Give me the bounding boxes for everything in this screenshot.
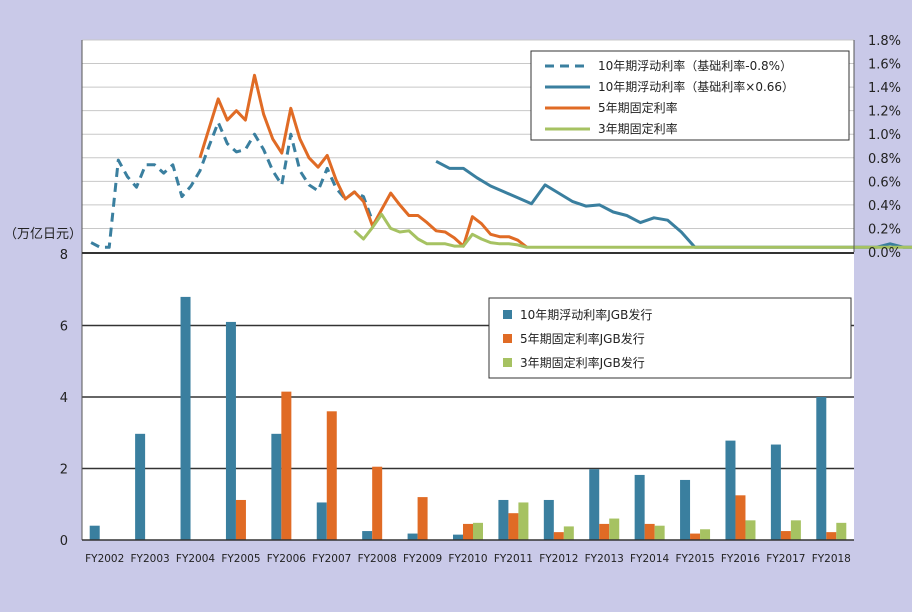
bar-2-13 xyxy=(700,529,711,540)
bar-y-tick-label: 2 xyxy=(60,463,68,478)
x-tick-label: FY2016 xyxy=(721,553,760,565)
bar-2-14 xyxy=(745,520,756,540)
bar-2-15 xyxy=(790,520,801,540)
x-tick-label: FY2013 xyxy=(585,553,624,565)
bar-1-14 xyxy=(735,495,746,540)
bar-legend-box xyxy=(488,297,852,379)
bar-2-11 xyxy=(609,518,620,540)
rate-y-tick-label: 1.6% xyxy=(868,58,901,73)
bar-2-12 xyxy=(654,525,665,540)
bar-0-10 xyxy=(543,499,554,540)
rate-series-line-2 xyxy=(198,73,528,249)
axis-layer: 1.8% 1.6% 1.4% 1.2% 1.0% 0.8% 0.6% 0.4% 0.2% 0.0%… xyxy=(4,34,901,565)
x-tick-label: FY2014 xyxy=(630,553,669,565)
bar-0-12 xyxy=(634,474,645,540)
bar-1-11 xyxy=(599,523,610,540)
bar-1-4 xyxy=(281,391,292,540)
bar-0-6 xyxy=(362,531,373,540)
bar-0-4 xyxy=(271,433,282,540)
bar-2-10 xyxy=(563,526,574,540)
rate-y-tick-label: 0.8% xyxy=(868,152,901,167)
bar-1-5 xyxy=(326,411,337,540)
bar-1-9 xyxy=(508,513,519,540)
legend-layer: 10年期浮动利率（基础利率-0.8%） 10年期浮动利率（基础利率×0.66） 5年… xyxy=(488,50,852,379)
bar-0-2 xyxy=(180,296,191,540)
x-tick-label: FY2007 xyxy=(312,553,351,565)
bar-y-tick-label: 0 xyxy=(60,534,68,549)
rate-y-tick-label: 1.4% xyxy=(868,81,901,96)
x-tick-label: FY2006 xyxy=(267,553,306,565)
bar-1-8 xyxy=(463,523,473,540)
x-tick-label: FY2015 xyxy=(675,553,714,565)
bar-2-8 xyxy=(473,522,483,540)
x-tick-label: FY2002 xyxy=(85,553,124,565)
bar-0-3 xyxy=(225,321,236,540)
rate-y-tick-label: 0.6% xyxy=(868,175,901,190)
line-layer xyxy=(90,73,912,249)
bar-y-tick-label: 6 xyxy=(60,320,68,335)
bar-0-5 xyxy=(316,502,327,540)
bar-0-11 xyxy=(589,469,600,540)
bar-1-7 xyxy=(417,497,428,540)
bar-1-13 xyxy=(690,533,701,540)
bar-0-8 xyxy=(453,534,463,540)
bar-2-9 xyxy=(518,502,529,540)
bar-1-12 xyxy=(644,523,655,540)
bar-layer xyxy=(89,296,847,540)
x-tick-label: FY2018 xyxy=(812,553,851,565)
bar-1-6 xyxy=(372,466,383,540)
bar-legend-swatch-0 xyxy=(503,310,512,319)
rate-legend-label-1: 10年期浮动利率（基础利率×0.66） xyxy=(598,79,794,94)
bar-0-7 xyxy=(407,533,418,540)
bar-legend-label-2: 3年期固定利率JGB发行 xyxy=(520,355,645,370)
rate-legend-label-3: 3年期固定利率 xyxy=(598,121,678,136)
x-tick-label: FY2011 xyxy=(494,553,533,565)
bar-1-3 xyxy=(235,499,246,540)
x-tick-label: FY2008 xyxy=(358,553,397,565)
bar-1-10 xyxy=(553,532,564,540)
bar-y-axis-label: （万亿日元） xyxy=(4,227,82,242)
rate-y-tick-label: 1.8% xyxy=(868,34,901,49)
bar-2-16 xyxy=(836,522,847,540)
rate-y-tick-label: 0.0% xyxy=(868,246,901,261)
x-tick-label: FY2003 xyxy=(131,553,170,565)
bar-0-15 xyxy=(770,444,781,540)
bar-legend-label-1: 5年期固定利率JGB发行 xyxy=(520,331,645,346)
bar-y-tick-label: 4 xyxy=(60,391,68,406)
rate-series-line-0 xyxy=(90,120,375,249)
bar-legend-swatch-1 xyxy=(503,334,512,343)
rate-series-line-3 xyxy=(353,212,912,249)
bar-1-15 xyxy=(780,531,791,540)
bar-legend-label-0: 10年期浮动利率JGB发行 xyxy=(520,307,652,322)
x-tick-label: FY2010 xyxy=(448,553,487,565)
rate-y-tick-label: 1.2% xyxy=(868,105,901,120)
bar-0-14 xyxy=(725,440,736,540)
bar-0-16 xyxy=(816,397,827,540)
rate-y-tick-label: 0.4% xyxy=(868,199,901,214)
x-tick-label: FY2017 xyxy=(766,553,805,565)
bar-0-9 xyxy=(498,499,509,540)
bar-0-0 xyxy=(89,525,100,540)
x-tick-label: FY2004 xyxy=(176,553,215,565)
bar-0-13 xyxy=(680,479,691,540)
bar-y-tick-label: 8 xyxy=(60,248,68,263)
rate-legend-label-2: 5年期固定利率 xyxy=(598,100,678,115)
x-tick-label: FY2005 xyxy=(221,553,260,565)
rate-y-tick-label: 1.0% xyxy=(868,128,901,143)
x-tick-label: FY2012 xyxy=(539,553,578,565)
rate-y-tick-label: 0.2% xyxy=(868,222,901,237)
rate-legend-label-0: 10年期浮动利率（基础利率-0.8%） xyxy=(598,58,792,73)
bar-0-1 xyxy=(135,433,146,540)
bar-legend-swatch-2 xyxy=(503,358,512,367)
bar-1-16 xyxy=(826,532,837,540)
x-tick-label: FY2009 xyxy=(403,553,442,565)
